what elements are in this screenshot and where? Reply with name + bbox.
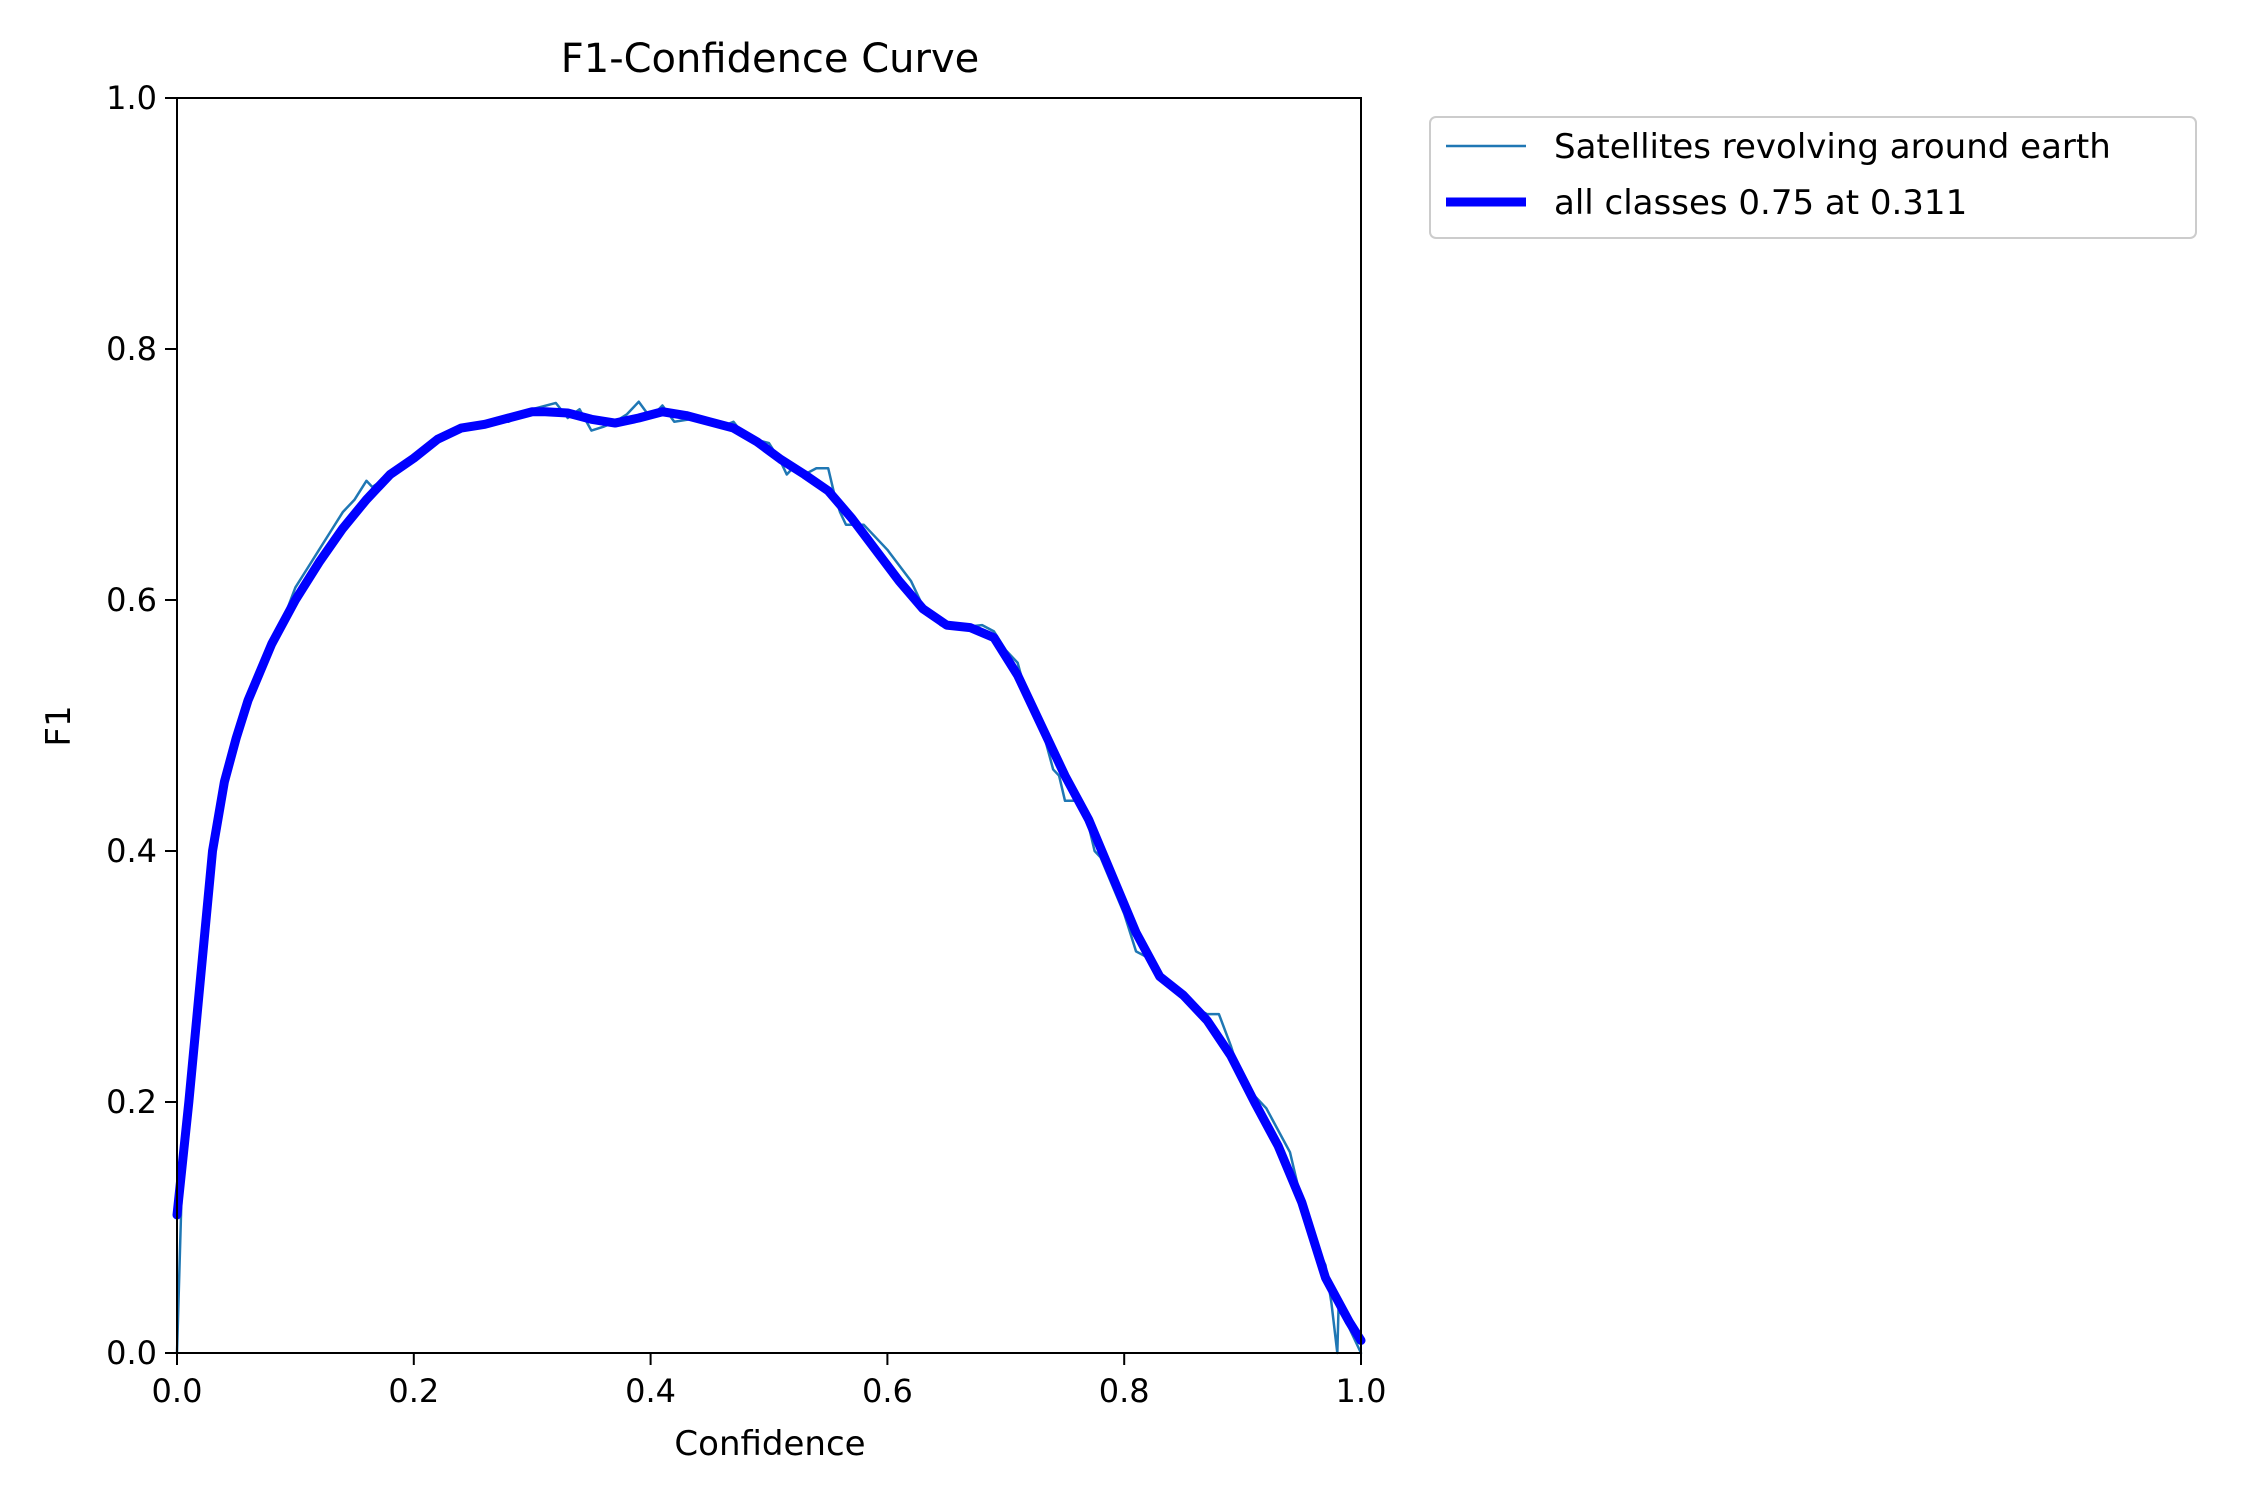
plot-frame	[176, 97, 1362, 1354]
x-tick-label-2: 0.4	[625, 1372, 676, 1410]
x-tick-label-1: 0.2	[388, 1372, 439, 1410]
x-tick-label-4: 0.8	[1099, 1372, 1150, 1410]
y-tick-label-3: 0.6	[106, 581, 157, 619]
y-tick-label-2: 0.4	[106, 832, 157, 870]
y-axis: 0.0 0.2 0.4 0.6 0.8 1.0	[106, 79, 177, 1372]
legend-label-all-classes: all classes 0.75 at 0.311	[1554, 183, 1967, 223]
y-tick-label-0: 0.0	[106, 1334, 157, 1372]
y-axis-label: F1	[39, 705, 79, 746]
y-tick-label-4: 0.8	[106, 330, 157, 368]
x-tick-label-3: 0.6	[862, 1372, 913, 1410]
legend-label-satellites: Satellites revolving around earth	[1554, 127, 2111, 167]
series-line-1	[172, 407, 1366, 1345]
x-tick-label-5: 1.0	[1336, 1372, 1387, 1410]
chart-title: F1-Confidence Curve	[561, 36, 980, 82]
x-axis-label: Confidence	[674, 1424, 865, 1464]
x-axis: 0.0 0.2 0.4 0.6 0.8 1.0	[152, 1353, 1387, 1410]
y-tick-label-5: 1.0	[106, 79, 157, 117]
series-layer	[172, 400, 1366, 1355]
plot-area	[172, 97, 1366, 1355]
legend: Satellites revolving around earth all cl…	[1429, 116, 2197, 239]
legend-frame	[1429, 116, 2197, 239]
x-tick-label-0: 0.0	[152, 1372, 203, 1410]
y-tick-label-1: 0.2	[106, 1083, 157, 1121]
